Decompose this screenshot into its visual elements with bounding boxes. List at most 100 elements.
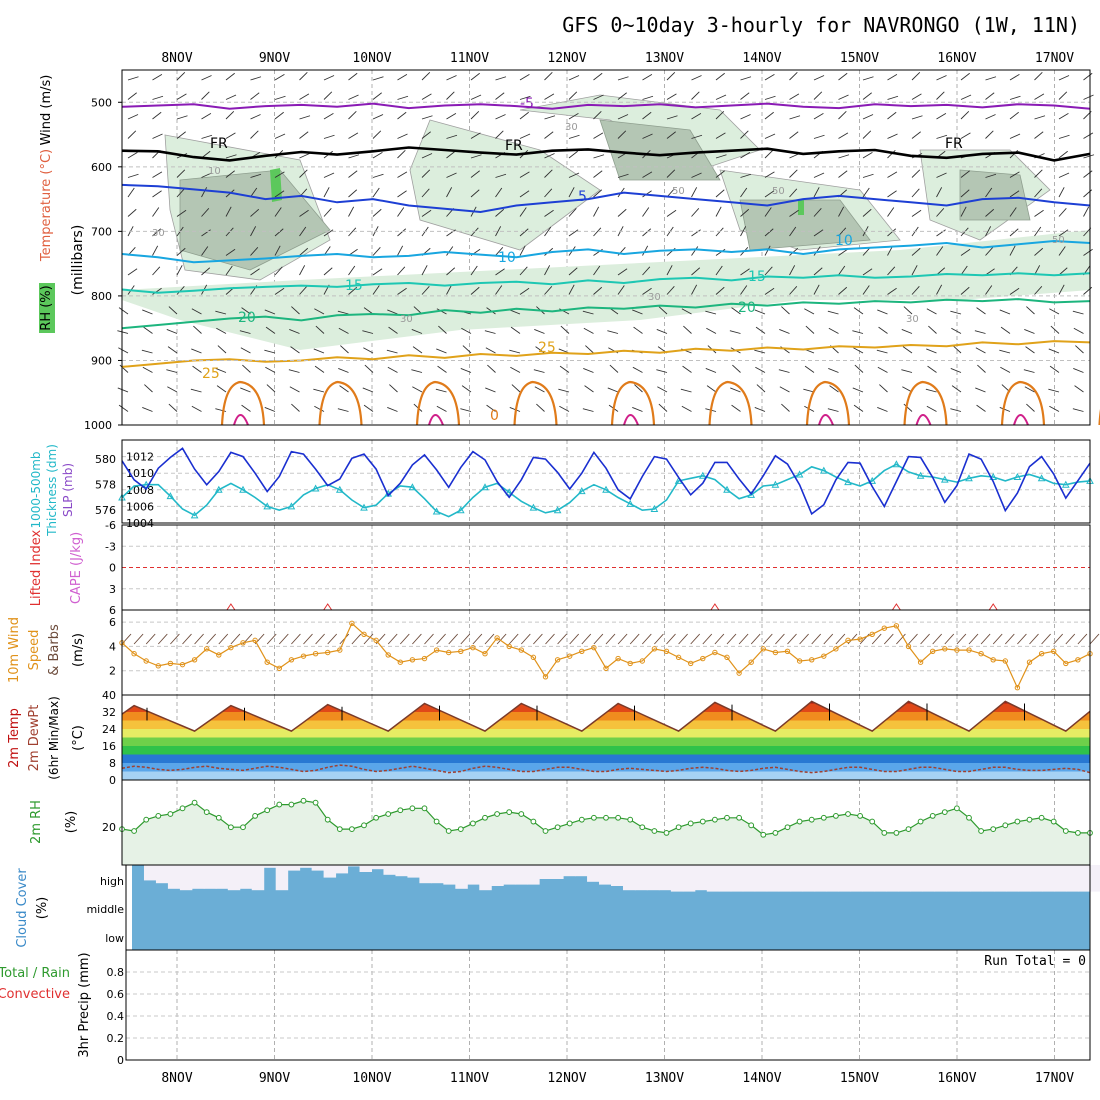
cloud-clear-cell xyxy=(658,865,672,891)
thickness-line-point xyxy=(602,485,610,493)
wind-barb xyxy=(740,76,752,81)
rh2m-point xyxy=(917,818,924,825)
wind-barb xyxy=(127,268,138,276)
contour-label: 10 xyxy=(498,250,516,266)
wind-speed-point xyxy=(796,658,803,664)
wind-speed-point xyxy=(421,655,428,662)
contour-label: 15 xyxy=(748,269,766,285)
wind-barb xyxy=(201,267,211,276)
wind-barb xyxy=(485,387,496,393)
wind-barb xyxy=(176,247,186,256)
wind-barb xyxy=(813,229,824,237)
isotherm-arc-hot xyxy=(915,414,932,426)
wind-barb xyxy=(838,206,845,217)
rh2m-point xyxy=(808,816,815,823)
wind-barb xyxy=(536,403,545,412)
wind-barb xyxy=(609,364,619,373)
ylabel-temp-1: 2m Temp xyxy=(7,708,22,768)
wind-barb xyxy=(397,73,408,81)
wind-barb xyxy=(337,408,349,412)
wind-barb xyxy=(813,91,823,100)
wind-barb xyxy=(583,367,594,373)
wind-barb xyxy=(274,73,285,81)
wind-barb xyxy=(593,227,602,237)
wind-barb xyxy=(838,94,849,100)
wind-barb xyxy=(225,154,237,159)
wind-barb xyxy=(519,207,527,217)
wind-barb xyxy=(142,309,153,315)
wind-barb xyxy=(462,345,472,354)
wind-barb xyxy=(534,328,545,334)
wind-barb-10m xyxy=(533,633,543,645)
wind-barb xyxy=(1058,208,1067,217)
rh2m-point xyxy=(712,816,718,823)
rh2m-point xyxy=(990,826,997,833)
date-label-top: 11NOV xyxy=(450,51,489,66)
wind-barb xyxy=(225,227,234,237)
wind-barb xyxy=(568,150,578,159)
wind-speed-point xyxy=(893,623,900,629)
wind-barb xyxy=(617,130,627,139)
rh2m-point xyxy=(494,811,501,817)
wind-barb xyxy=(348,206,355,217)
wind-barb xyxy=(936,75,947,81)
wind-barb xyxy=(656,328,668,334)
rh-region xyxy=(409,119,601,251)
li-tick-label: -6 xyxy=(105,519,116,532)
cloud-clear-cell xyxy=(682,865,696,892)
wind-barb xyxy=(877,366,888,373)
wind-barb xyxy=(593,132,604,139)
date-label-bottom: 12NOV xyxy=(547,1071,586,1086)
wind-barb xyxy=(740,151,751,159)
thickness-tick-label: 576 xyxy=(95,504,116,517)
wind-barb xyxy=(715,94,727,100)
cloud-clear-cell xyxy=(491,865,504,886)
wind-barb xyxy=(560,325,570,334)
wind-barb xyxy=(838,248,848,256)
wind-barb xyxy=(828,367,839,373)
cloud-clear-cell xyxy=(622,865,636,891)
wind-barb xyxy=(323,187,330,198)
wind-barb-10m xyxy=(170,633,180,645)
wind-barb xyxy=(519,190,530,198)
wind-barb xyxy=(862,173,874,178)
wind-barb xyxy=(813,284,820,295)
wind-barb xyxy=(1034,169,1043,178)
wind-barb xyxy=(250,268,260,276)
thickness-line-point xyxy=(239,485,247,493)
cloud-clear-cell xyxy=(742,865,756,892)
wind-barb xyxy=(421,93,432,100)
rh2m-point xyxy=(966,814,972,821)
thickness-line-point xyxy=(577,487,586,495)
rh2m-point xyxy=(228,824,234,831)
wind-barb xyxy=(691,134,703,139)
wind-barb xyxy=(127,187,135,198)
wind-speed-point xyxy=(1075,657,1081,663)
wind-barb xyxy=(201,75,212,81)
wind-barb xyxy=(642,228,652,237)
wind-barb xyxy=(1049,365,1060,373)
wind-speed-point xyxy=(978,651,984,657)
wind-barb xyxy=(827,310,839,315)
wind-barb xyxy=(582,310,594,315)
wind-barb xyxy=(911,71,921,81)
wind-barb xyxy=(338,327,349,334)
wind-barb-10m xyxy=(702,633,713,645)
wind-barb xyxy=(1083,154,1095,159)
wind-barb xyxy=(781,306,790,315)
ylabel-li: Lifted Index xyxy=(29,529,44,606)
wind-barb xyxy=(1034,115,1046,120)
ylabel-millibars: (millibars) xyxy=(70,225,86,296)
ylabel-temp-3: (6hr Min/Max) xyxy=(47,696,61,780)
cloud-clear-cell xyxy=(611,865,624,886)
wind-barb xyxy=(617,285,625,295)
thickness-line-point xyxy=(432,507,441,515)
wind-barb xyxy=(764,133,776,139)
wind-barb-10m xyxy=(811,633,822,645)
wind-barb xyxy=(568,112,579,120)
wind-barb xyxy=(519,287,530,295)
wind-barb xyxy=(666,209,677,217)
thickness-line-point xyxy=(771,480,780,488)
wind-barb xyxy=(755,366,766,373)
ylabel-rh: RH (%) xyxy=(39,285,54,330)
